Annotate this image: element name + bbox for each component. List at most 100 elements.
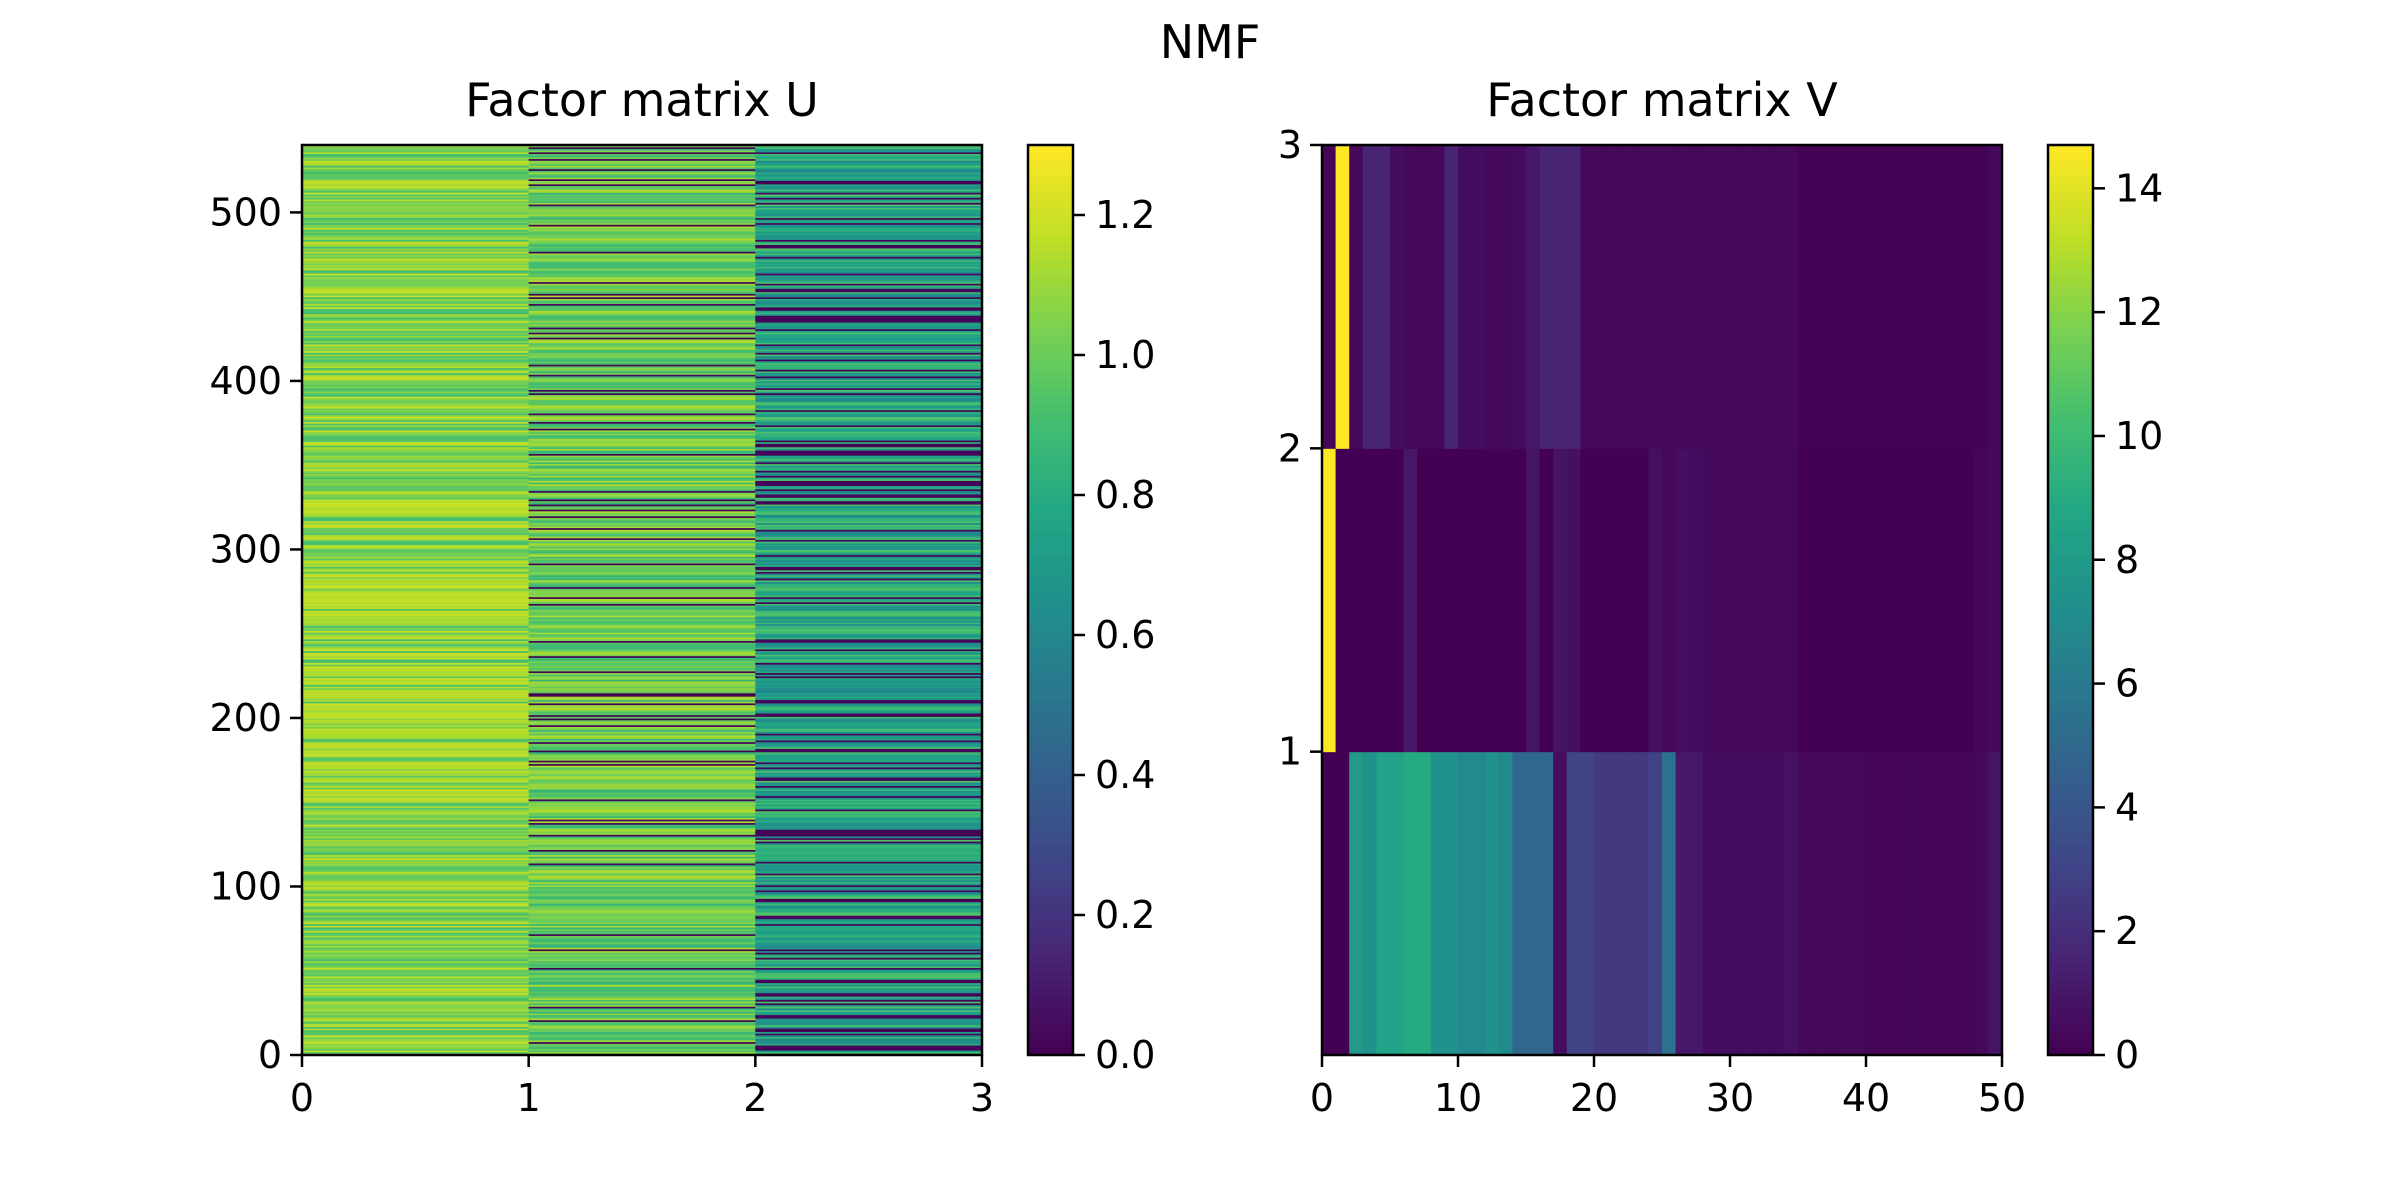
u-cell — [755, 964, 983, 967]
u-cell — [755, 787, 983, 790]
u-cell — [528, 937, 756, 940]
u-cell — [302, 310, 530, 313]
v-cbar-gradient-band — [2048, 539, 2093, 548]
u-cell — [528, 707, 756, 711]
u-cell — [755, 1044, 983, 1048]
u-cell — [755, 719, 983, 722]
u-cell — [302, 864, 530, 867]
u-cell — [755, 999, 983, 1002]
u-cell — [528, 338, 756, 342]
u-cell — [755, 251, 983, 254]
u-cbar-gradient-band — [1028, 941, 1073, 950]
u-cbar-gradient-band — [1028, 175, 1073, 184]
v-cell — [1920, 448, 1935, 753]
u-cell — [302, 709, 530, 712]
u-cell — [302, 878, 530, 881]
u-cell — [755, 313, 983, 316]
u-cell — [302, 431, 530, 434]
v-cell — [1417, 751, 1432, 1056]
u-cell — [755, 928, 983, 931]
u-cell — [528, 613, 756, 616]
u-cell — [755, 675, 983, 679]
u-cell — [755, 409, 983, 412]
u-cell — [302, 763, 530, 766]
u-cbar-gradient-band — [1028, 334, 1073, 343]
v-cell — [1526, 751, 1541, 1056]
u-cell — [528, 556, 756, 559]
v-cell — [1539, 145, 1554, 449]
u-cell — [302, 807, 530, 810]
u-cell — [302, 862, 530, 866]
v-cell — [1947, 751, 1962, 1056]
u-cell — [528, 884, 756, 888]
u-cell — [302, 507, 530, 510]
u-cell — [302, 712, 530, 716]
v-cell — [1471, 448, 1486, 753]
v-cbar-gradient-band — [2048, 744, 2093, 753]
u-cell — [302, 1026, 530, 1029]
u-cell — [755, 497, 983, 500]
u-cell — [528, 530, 756, 534]
panel-v: Factor matrix V 0 10 20 30 40 50 123 02468101… — [1278, 73, 2164, 1120]
u-cell — [302, 616, 530, 620]
u-cell — [528, 158, 756, 161]
u-cell — [528, 746, 756, 749]
u-cell — [755, 419, 983, 422]
u-cell — [302, 498, 530, 502]
u-cell — [755, 535, 983, 539]
u-cell — [302, 345, 530, 348]
u-cell — [528, 185, 756, 188]
u-cell — [302, 642, 530, 645]
u-cell — [302, 765, 530, 768]
u-cell — [528, 618, 756, 621]
u-cell — [302, 372, 530, 375]
u-cell — [528, 524, 756, 527]
u-cell — [755, 970, 983, 974]
u-cell — [528, 177, 756, 180]
u-cell — [755, 916, 983, 920]
u-cell — [302, 207, 530, 210]
u-cell — [302, 1019, 530, 1022]
u-cell — [528, 473, 756, 476]
u-cell — [302, 266, 530, 269]
u-cell — [755, 835, 983, 839]
u-cell — [302, 874, 530, 877]
u-cell — [528, 451, 756, 454]
u-cell — [528, 913, 756, 916]
u-cell — [755, 283, 983, 286]
u-cell — [755, 495, 983, 498]
u-cell — [302, 382, 530, 385]
u-cell — [528, 407, 756, 411]
u-cell — [528, 483, 756, 487]
u-cell — [755, 780, 983, 783]
u-cell — [302, 268, 530, 271]
u-cell — [528, 775, 756, 778]
v-cell — [1430, 145, 1445, 449]
u-cell — [755, 576, 983, 579]
u-cell — [302, 448, 530, 451]
u-cell — [755, 640, 983, 643]
u-cbar-gradient-band — [1028, 835, 1073, 844]
v-cbar-gradient-band — [2048, 774, 2093, 783]
u-cell — [755, 1022, 983, 1026]
u-cell — [755, 348, 983, 352]
u-cell — [528, 964, 756, 967]
u-cell — [302, 187, 530, 190]
v-cell — [1879, 751, 1894, 1056]
u-cell — [755, 434, 983, 438]
u-cell — [528, 441, 756, 444]
u-cell — [528, 188, 756, 192]
u-cell — [755, 421, 983, 424]
v-x-axis: 0 10 20 30 40 50 — [1310, 1055, 2026, 1120]
u-cell — [302, 163, 530, 166]
u-cell — [528, 559, 756, 562]
u-cell — [755, 360, 983, 363]
u-cell — [302, 583, 530, 586]
u-cell — [302, 473, 530, 476]
u-cbar-gradient-band — [1028, 789, 1073, 798]
u-heatmap — [302, 145, 983, 1056]
u-cell — [755, 362, 983, 365]
u-cell — [528, 719, 756, 722]
u-cell — [528, 758, 756, 761]
u-cbar-gradient-band — [1028, 964, 1073, 973]
